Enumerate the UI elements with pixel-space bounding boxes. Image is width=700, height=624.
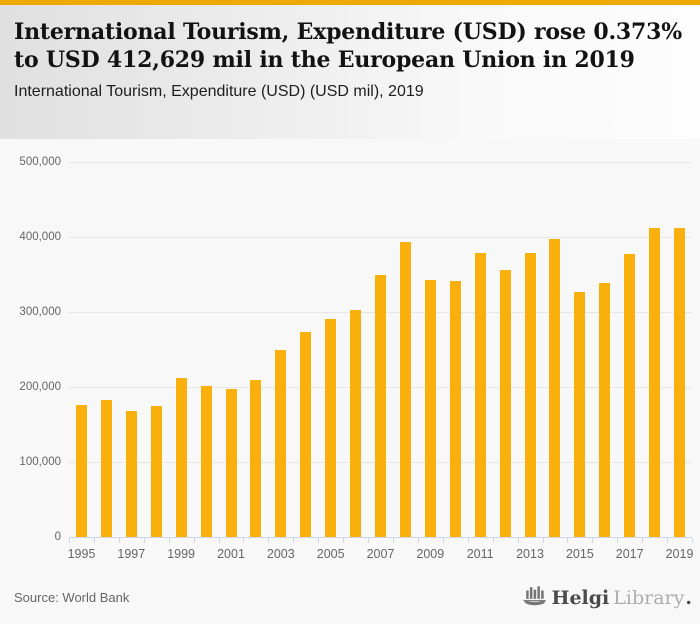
bar-2013 <box>524 253 536 537</box>
logo-text-library: Library <box>613 586 685 609</box>
x-axis-label: 2013 <box>516 547 544 561</box>
y-axis-label: 100,000 <box>19 456 61 468</box>
x-axis-tick <box>592 538 594 543</box>
x-axis-tick <box>692 538 693 543</box>
x-axis-label: 2003 <box>266 547 295 561</box>
bar-2017 <box>624 254 636 537</box>
bar-2010 <box>449 281 461 537</box>
bar-2011 <box>474 253 486 537</box>
bar-2005 <box>325 319 337 537</box>
y-gridline <box>69 237 692 238</box>
bar-2002 <box>250 380 262 537</box>
chart-subtitle: International Tourism, Expenditure (USD)… <box>14 83 424 101</box>
bar-2016 <box>599 283 611 537</box>
y-gridline <box>69 162 692 163</box>
x-axis-label: 2017 <box>615 547 644 561</box>
x-axis-tick <box>268 538 270 543</box>
x-axis-tick <box>193 538 195 543</box>
x-axis-tick <box>368 538 369 543</box>
y-axis-label: 400,000 <box>19 231 61 243</box>
x-axis-tick <box>318 538 320 543</box>
x-axis-tick <box>143 538 145 543</box>
y-axis-label: 0 <box>54 531 61 543</box>
bar-2003 <box>275 350 287 537</box>
x-axis-tick <box>617 538 619 543</box>
y-axis-label: 200,000 <box>19 381 61 393</box>
x-axis-tick <box>417 538 419 543</box>
x-axis-tick <box>293 538 295 543</box>
x-axis-label: 2011 <box>466 547 494 561</box>
x-axis-tick <box>343 538 345 543</box>
bar-2012 <box>499 270 511 537</box>
helgi-ship-icon <box>521 583 548 613</box>
bar-2000 <box>200 386 212 537</box>
x-axis-tick <box>218 538 220 543</box>
x-axis-tick <box>542 538 544 543</box>
x-axis-label: 1995 <box>67 547 96 561</box>
bar-1996 <box>100 400 112 537</box>
x-axis-tick <box>93 538 95 543</box>
header: International Tourism, Expenditure (USD)… <box>0 5 700 139</box>
x-axis-tick <box>243 538 245 543</box>
logo-text-helgi: Helgi <box>551 586 610 609</box>
bar-2018 <box>649 228 661 537</box>
bar-2019 <box>674 228 685 537</box>
x-axis-label: 2001 <box>217 547 245 561</box>
chart-area: 0 100,000 200,000 300,000 400,000 500,000 1995… <box>0 139 700 575</box>
bar-2008 <box>399 242 411 537</box>
x-axis-tick <box>69 538 70 543</box>
x-axis-label: 2007 <box>366 547 395 561</box>
x-axis-label: 2015 <box>565 547 594 561</box>
bar-2015 <box>574 292 586 537</box>
x-axis-label: 2019 <box>665 547 694 561</box>
helgi-library-logo: Helgi Library. <box>521 583 692 613</box>
chart-title: International Tourism, Expenditure (USD)… <box>14 19 682 74</box>
y-axis-label: 500,000 <box>19 156 61 168</box>
x-axis-tick <box>492 538 494 543</box>
x-axis-label: 2005 <box>316 547 345 561</box>
footer: Source: World Bank Helgi Library. <box>0 575 700 624</box>
logo-dot: . <box>685 586 692 609</box>
bar-2006 <box>350 310 362 537</box>
x-axis-label: 2009 <box>416 547 445 561</box>
x-axis-tick <box>567 538 569 543</box>
x-axis-line <box>69 537 692 538</box>
y-axis-label: 300,000 <box>19 306 61 318</box>
x-axis-tick <box>467 538 469 543</box>
x-axis-tick <box>393 538 394 543</box>
x-axis-tick <box>642 538 644 543</box>
source-label: Source: World Bank <box>14 590 130 605</box>
x-axis-tick <box>168 538 170 543</box>
x-axis-tick <box>442 538 444 543</box>
x-axis-tick <box>667 538 669 543</box>
bar-2001 <box>225 389 237 537</box>
top-accent-bar <box>0 0 700 5</box>
bar-1999 <box>175 378 187 537</box>
bar-1997 <box>125 411 137 537</box>
x-axis-tick <box>517 538 519 543</box>
x-axis-label: 1999 <box>167 547 195 561</box>
bar-1995 <box>76 405 87 537</box>
bar-2014 <box>549 239 561 537</box>
bar-2004 <box>300 332 312 537</box>
x-axis-label: 1997 <box>117 547 146 561</box>
bar-2007 <box>375 275 386 537</box>
x-axis-tick <box>118 538 120 543</box>
bar-2009 <box>424 280 436 537</box>
bar-1998 <box>150 406 162 537</box>
